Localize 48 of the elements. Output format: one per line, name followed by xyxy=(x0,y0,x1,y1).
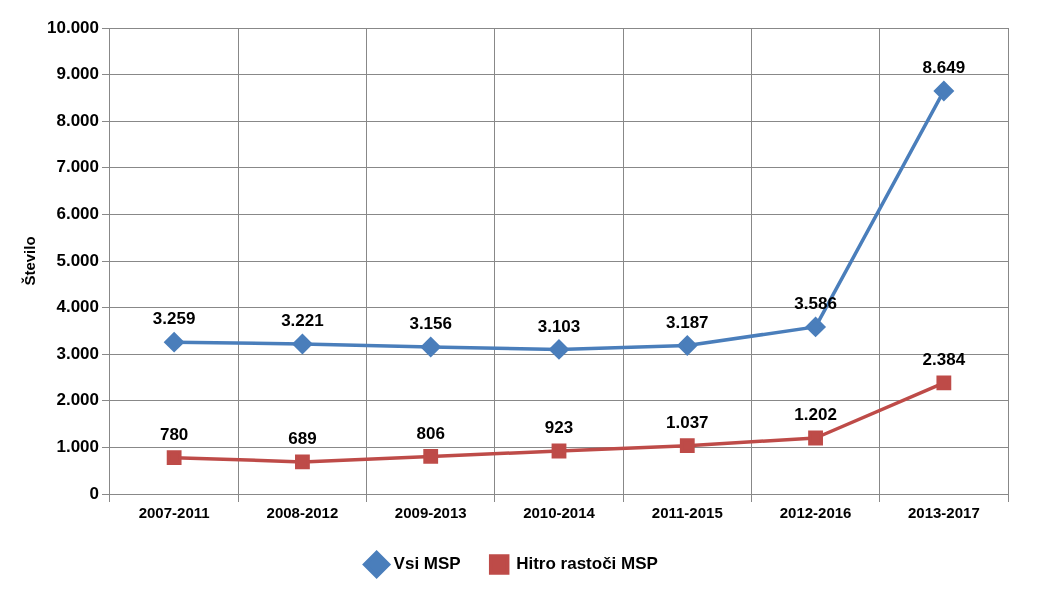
point xyxy=(551,443,567,459)
point xyxy=(292,334,313,354)
x-tick-label: 2012-2016 xyxy=(779,504,852,522)
y-axis-title: Število xyxy=(21,236,39,286)
data-label: 923 xyxy=(544,418,574,438)
point xyxy=(934,81,954,101)
data-label: 3.103 xyxy=(537,316,581,336)
point xyxy=(164,332,184,352)
data-label: 806 xyxy=(416,423,445,443)
point xyxy=(679,438,695,454)
x-tick-label: 2008-2012 xyxy=(266,504,339,522)
x-tick-label: 2009-2013 xyxy=(394,504,467,522)
data-label: 2.384 xyxy=(922,350,966,370)
point xyxy=(936,375,952,391)
data-label: 1.037 xyxy=(666,412,709,432)
x-tick-label: 2013-2017 xyxy=(907,504,980,522)
y-tick-label: 9.000 xyxy=(56,64,99,84)
data-label: 8.649 xyxy=(922,58,966,78)
y-tick-label: 5.000 xyxy=(56,250,99,270)
data-label: 1.202 xyxy=(794,405,837,425)
point xyxy=(423,449,439,464)
y-tick-label: 4.000 xyxy=(56,297,99,317)
y-tick-label: 3.000 xyxy=(56,343,99,363)
point xyxy=(549,339,569,360)
y-tick-label: 10.000 xyxy=(47,17,99,37)
y-tick-label: 0 xyxy=(89,483,99,503)
data-label: 3.187 xyxy=(666,312,709,332)
point xyxy=(805,317,826,337)
y-tick-label: 1.000 xyxy=(56,437,99,457)
point xyxy=(420,337,441,357)
data-label: 3.259 xyxy=(152,309,196,329)
point xyxy=(166,450,182,466)
y-tick-label: 7.000 xyxy=(56,157,99,177)
x-tick-label: 2010-2014 xyxy=(523,504,596,522)
point xyxy=(808,430,823,446)
legend-label: Vsi MSP xyxy=(393,554,461,574)
y-tick-label: 8.000 xyxy=(56,110,99,130)
y-tick-label: 2.000 xyxy=(56,390,99,410)
data-label: 3.156 xyxy=(409,314,452,334)
legend-label: Hitro rastoči MSP xyxy=(516,554,658,574)
y-tick-label: 6.000 xyxy=(56,204,99,224)
point xyxy=(677,335,698,356)
x-tick-label: 2007-2011 xyxy=(138,504,210,522)
data-label: 3.221 xyxy=(281,311,324,331)
data-label: 780 xyxy=(159,424,189,444)
x-tick-label: 2011-2015 xyxy=(651,504,723,522)
data-label: 689 xyxy=(288,429,317,449)
point xyxy=(295,454,310,470)
